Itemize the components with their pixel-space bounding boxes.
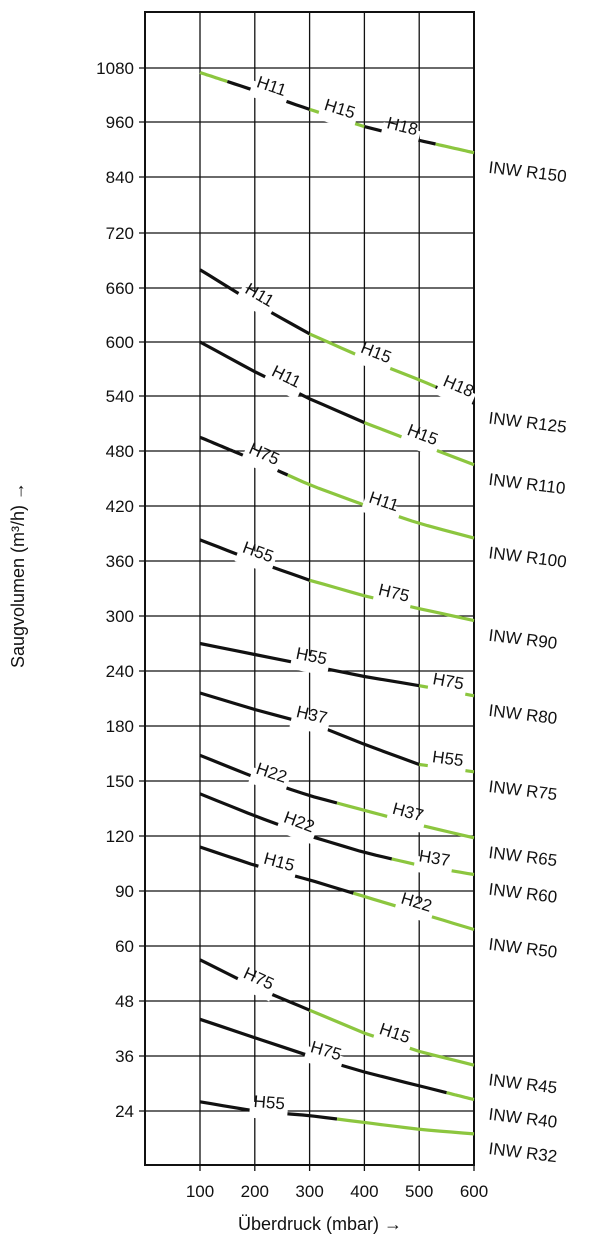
y-tick-label: 720 xyxy=(106,224,134,243)
plot-frame xyxy=(144,11,475,1166)
series-label: INW R100 xyxy=(488,543,568,571)
segment-label-bg xyxy=(360,496,402,524)
series-label: INW R150 xyxy=(488,158,568,186)
segment-label-bg xyxy=(256,857,298,883)
y-tick-label: 360 xyxy=(106,552,134,571)
y-tick-label: 24 xyxy=(115,1102,134,1121)
y-tick-label: 540 xyxy=(106,387,134,406)
x-tick-label: 100 xyxy=(186,1182,214,1201)
series-label: INW R65 xyxy=(488,843,559,870)
series-segment xyxy=(435,142,475,155)
y-tick-label: 240 xyxy=(106,662,134,681)
y-tick-label: 600 xyxy=(106,333,134,352)
x-tick-label: 200 xyxy=(241,1182,269,1201)
segment-label-bg xyxy=(248,767,290,795)
segment-label-bg xyxy=(234,545,276,575)
segment-label-bg xyxy=(248,80,290,109)
series-label: INW R80 xyxy=(488,701,559,728)
y-tick-label: 1080 xyxy=(96,59,134,78)
segment-label-bg xyxy=(240,446,282,477)
series-label: INW R110 xyxy=(488,470,567,498)
series-segment xyxy=(199,70,228,84)
series-label: INW R125 xyxy=(488,408,568,436)
y-tick-label: 480 xyxy=(106,442,134,461)
segment-label-bg xyxy=(352,346,394,375)
y-tick-label: 660 xyxy=(106,279,134,298)
segment-label-bg xyxy=(434,379,476,409)
segment-label-bg xyxy=(234,285,276,319)
segment-label: H55 xyxy=(431,747,464,770)
y-tick-label: 150 xyxy=(106,772,134,791)
segment-label-bg xyxy=(371,589,413,614)
series-segment xyxy=(446,1091,475,1102)
segment-label: H37 xyxy=(418,846,452,870)
segment-label-bg xyxy=(413,855,454,878)
series-label: INW R45 xyxy=(488,1070,559,1097)
y-tick-labels: 24 36 48 60 90 120 150 180 240 300 360 420 480 540 600… xyxy=(96,59,134,1121)
segment-label-bg xyxy=(379,122,421,147)
segment-label-bg xyxy=(262,368,304,400)
series-labels: INW R150 INW R125 INW R110 INW R100 INW R90 I… xyxy=(488,158,568,1166)
segment-label: H55 xyxy=(253,1092,286,1114)
y-tick-label: 48 xyxy=(115,992,134,1011)
x-tick-label: 300 xyxy=(295,1182,323,1201)
x-tick-label: 400 xyxy=(350,1182,378,1201)
segment-label-bg xyxy=(316,103,358,131)
series-label: INW R50 xyxy=(488,935,559,962)
series-label: INW R75 xyxy=(488,777,559,804)
series-segment xyxy=(336,1117,475,1136)
segment-label-bg xyxy=(248,1101,289,1121)
segment-labels: H11H15H18H11H15H18H11H15H75H11H55H75H55H… xyxy=(234,72,477,1121)
y-tick-label: 840 xyxy=(106,168,134,187)
segment-label-bg xyxy=(426,678,467,702)
series-label: INW R32 xyxy=(488,1139,559,1166)
segment-label-bg xyxy=(385,807,427,834)
plot-border xyxy=(144,11,475,1166)
y-tick-label: 180 xyxy=(106,717,134,736)
segment-label-bg xyxy=(371,1027,413,1055)
x-axis-title: Überdruck (mbar) → xyxy=(238,1214,402,1234)
segment-label-bg xyxy=(234,971,276,1002)
segment-label-bg xyxy=(393,897,435,924)
y-tick-label: 120 xyxy=(106,827,134,846)
y-axis-title: Saugvolumen (m³/h) → xyxy=(8,482,28,668)
grid xyxy=(139,12,475,1171)
segment-label-bg xyxy=(398,428,441,458)
segment-label-bg xyxy=(275,815,317,845)
segment-label-bg xyxy=(426,756,467,778)
segment-label-bg xyxy=(303,1046,345,1073)
x-tick-label: 500 xyxy=(405,1182,433,1201)
x-tick-labels: 100 200 300 400 500 600 xyxy=(186,1182,488,1201)
y-tick-label: 36 xyxy=(115,1047,134,1066)
segment-label-bg xyxy=(289,652,331,677)
series-label: INW R90 xyxy=(488,626,559,653)
y-tick-label: 960 xyxy=(106,113,134,132)
y-tick-label: 300 xyxy=(106,607,134,626)
series-label: INW R40 xyxy=(488,1105,559,1132)
y-tick-label: 420 xyxy=(106,497,134,516)
y-tick-label: 90 xyxy=(115,882,134,901)
y-tick-label: 60 xyxy=(115,937,134,956)
series-label: INW R60 xyxy=(488,880,559,907)
segment-label-bg xyxy=(289,711,331,736)
series-segment xyxy=(199,435,234,453)
x-tick-label: 600 xyxy=(460,1182,488,1201)
